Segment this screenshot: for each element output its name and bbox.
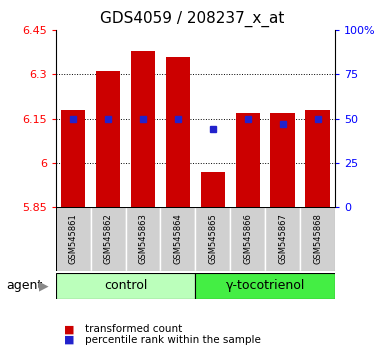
Bar [56, 207, 91, 271]
Bar [56, 273, 195, 299]
Bar [61, 110, 85, 207]
Text: GSM545867: GSM545867 [278, 213, 287, 264]
Text: GSM545861: GSM545861 [69, 213, 78, 264]
Text: GSM545862: GSM545862 [104, 213, 113, 264]
Bar [131, 51, 155, 207]
Text: control: control [104, 279, 147, 292]
Bar [161, 207, 195, 271]
Text: GSM545868: GSM545868 [313, 213, 322, 264]
Text: GDS4059 / 208237_x_at: GDS4059 / 208237_x_at [100, 11, 285, 27]
Bar [300, 207, 335, 271]
Text: GSM545865: GSM545865 [208, 213, 218, 264]
Bar [270, 113, 295, 207]
Text: ■: ■ [64, 324, 74, 334]
Text: agent: agent [6, 279, 42, 292]
Bar [96, 72, 121, 207]
Bar [265, 207, 300, 271]
Bar [195, 273, 335, 299]
Bar [166, 57, 190, 207]
Bar [201, 172, 225, 207]
Bar [230, 207, 265, 271]
Text: percentile rank within the sample: percentile rank within the sample [85, 335, 261, 345]
Text: ▶: ▶ [38, 279, 48, 292]
Text: ■: ■ [64, 335, 74, 345]
Text: transformed count: transformed count [85, 324, 182, 334]
Text: GSM545864: GSM545864 [173, 213, 182, 264]
Bar [195, 207, 230, 271]
Bar [126, 207, 161, 271]
Bar [91, 207, 126, 271]
Text: GSM545863: GSM545863 [139, 213, 147, 264]
Text: GSM545866: GSM545866 [243, 213, 252, 264]
Bar [305, 110, 330, 207]
Bar [236, 113, 260, 207]
Text: γ-tocotrienol: γ-tocotrienol [226, 279, 305, 292]
